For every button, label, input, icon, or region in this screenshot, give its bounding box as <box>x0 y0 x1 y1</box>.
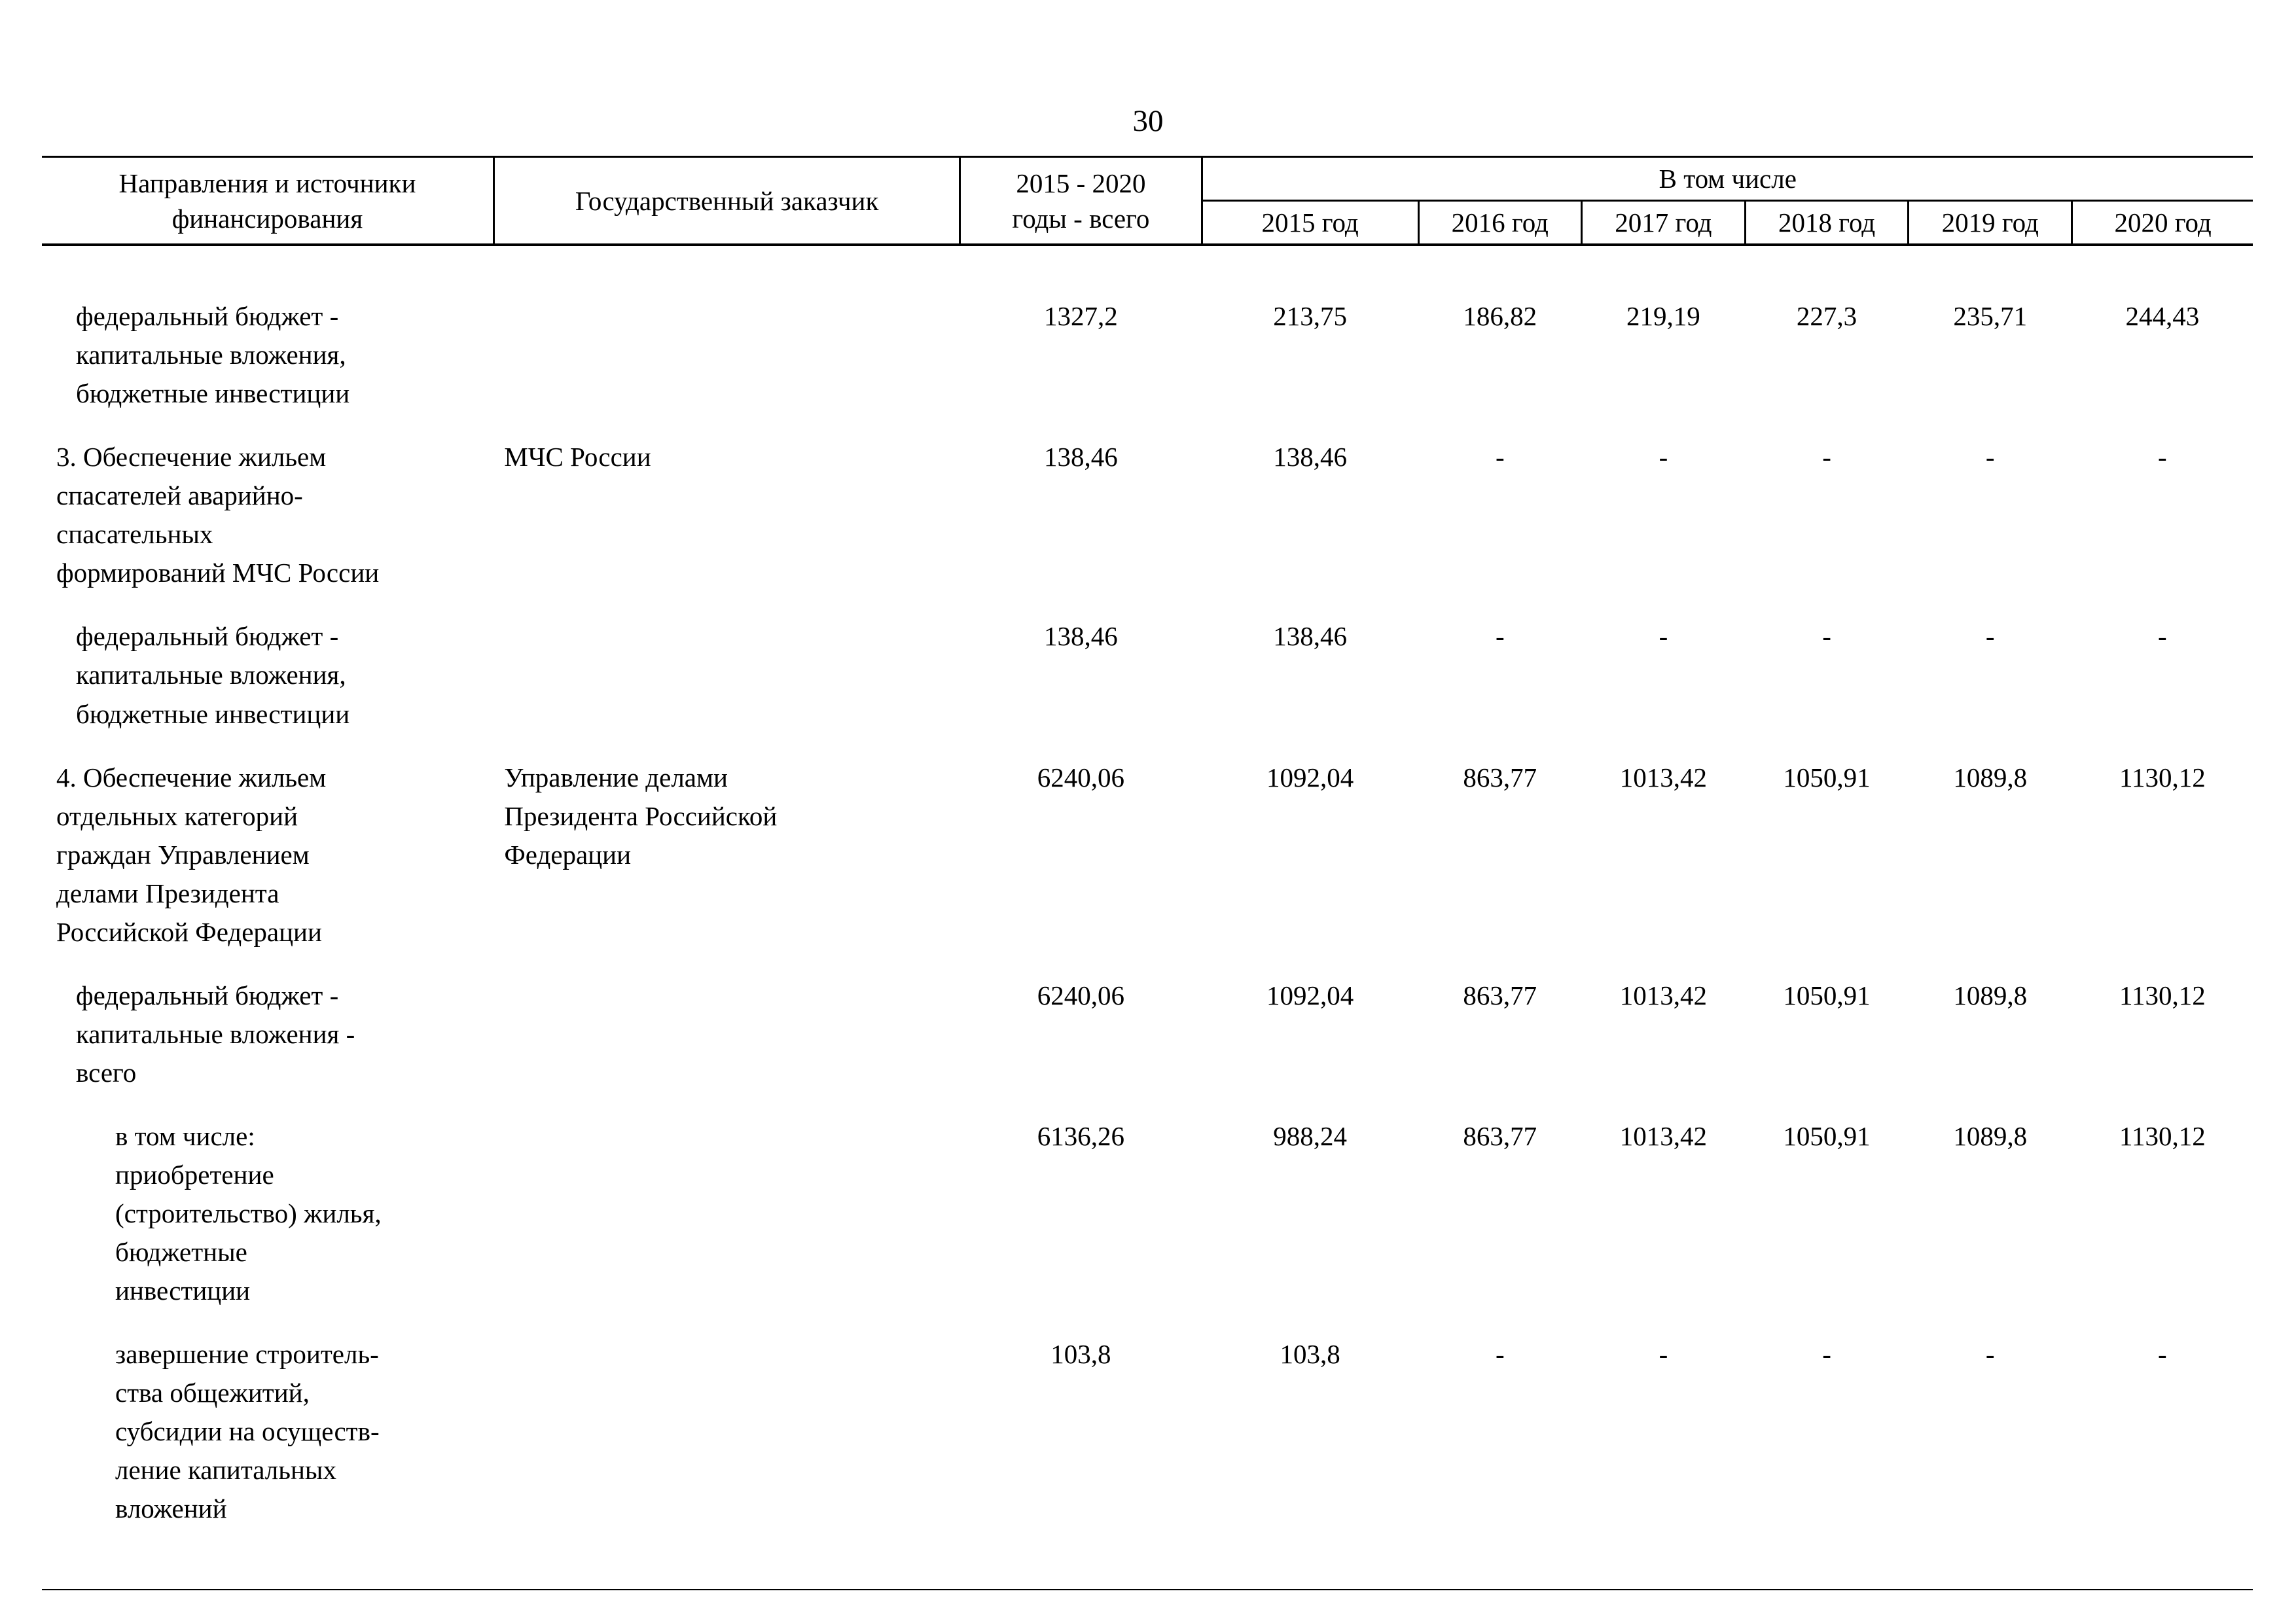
header-year-2018: 2018 год <box>1745 200 1910 247</box>
year-value-cell: 138,46 <box>1273 621 1347 652</box>
table-row: 3. Обеспечение жильем спасателей аварийн… <box>42 438 2253 617</box>
year-value-cell: - <box>1822 1338 1831 1369</box>
total-cell: 1327,2 <box>1044 301 1118 332</box>
header-year-2019: 2019 год <box>1908 200 2073 247</box>
header-row-years: 2015 год 2016 год 2017 год 2018 год 2019 год… <box>42 200 2253 247</box>
year-value-cell: 1050,91 <box>1783 762 1871 793</box>
year-value-cell: 1089,8 <box>1953 980 2028 1010</box>
page-bottom-rule <box>42 1589 2253 1590</box>
table-row: федеральный бюджет - капитальные вложени… <box>42 617 2253 758</box>
year-value-cell: 1050,91 <box>1783 980 1871 1010</box>
year-value-cell: - <box>1495 442 1505 473</box>
financing-table: Направления и источники финансирования Г… <box>42 155 2253 1553</box>
year-value-cell: - <box>1985 442 1995 473</box>
year-value-cell: - <box>2158 442 2167 473</box>
year-value-cell: 1130,12 <box>2119 762 2206 793</box>
header-year-2016: 2016 год <box>1418 200 1583 247</box>
year-value-cell: 1089,8 <box>1953 1120 2028 1151</box>
year-value-cell: - <box>1822 621 1831 652</box>
year-value-cell: 863,77 <box>1463 762 1537 793</box>
header-directions: Направления и источники финансирования <box>42 156 495 247</box>
direction-cell: федеральный бюджет - капитальные вложени… <box>76 621 350 729</box>
year-value-cell: 1050,91 <box>1783 1120 1871 1151</box>
direction-cell: федеральный бюджет - капитальные вложени… <box>76 980 355 1088</box>
year-value-cell: 219,19 <box>1626 301 1700 332</box>
year-value-cell: 138,46 <box>1273 442 1347 473</box>
table-row: федеральный бюджет - капитальные вложени… <box>42 245 2253 438</box>
year-value-cell: - <box>2158 621 2167 652</box>
header-total: 2015 - 2020 годы - всего <box>960 156 1203 247</box>
customer-cell <box>493 1117 960 1335</box>
header-year-2015: 2015 год <box>1202 200 1420 247</box>
table-row: завершение строитель- ства общежитий, су… <box>42 1335 2253 1553</box>
total-cell: 138,46 <box>1044 442 1118 473</box>
year-value-cell: 235,71 <box>1953 301 2028 332</box>
direction-cell: в том числе: приобретение (строительство… <box>115 1120 382 1306</box>
year-value-cell: 863,77 <box>1463 1120 1537 1151</box>
table-row: федеральный бюджет - капитальные вложени… <box>42 976 2253 1117</box>
customer-cell <box>493 976 960 1117</box>
total-cell: 6240,06 <box>1037 980 1125 1010</box>
total-cell: 103,8 <box>1050 1338 1111 1369</box>
year-value-cell: - <box>1495 1338 1505 1369</box>
year-value-cell: - <box>1659 442 1668 473</box>
total-cell: 6240,06 <box>1037 762 1125 793</box>
year-value-cell: 863,77 <box>1463 980 1537 1010</box>
header-year-2020: 2020 год <box>2072 200 2253 247</box>
year-value-cell: - <box>2158 1338 2167 1369</box>
direction-cell: 4. Обеспечение жильем отдельных категори… <box>56 762 327 947</box>
customer-cell <box>493 617 960 758</box>
year-value-cell: 988,24 <box>1273 1120 1347 1151</box>
year-value-cell: - <box>1822 442 1831 473</box>
page-number: 30 <box>1132 104 1164 138</box>
year-value-cell: 244,43 <box>2125 301 2200 332</box>
customer-cell: МЧС России <box>504 442 651 473</box>
year-value-cell: - <box>1659 621 1668 652</box>
table-row: в том числе: приобретение (строительство… <box>42 1117 2253 1335</box>
year-value-cell: 1013,42 <box>1619 762 1708 793</box>
year-value-cell: 213,75 <box>1273 301 1347 332</box>
year-value-cell: 1092,04 <box>1266 762 1354 793</box>
total-cell: 6136,26 <box>1037 1120 1125 1151</box>
customer-cell <box>493 245 960 438</box>
table-row: 4. Обеспечение жильем отдельных категори… <box>42 758 2253 976</box>
table-body: федеральный бюджет - капитальные вложени… <box>42 245 2253 1553</box>
year-value-cell: 1092,04 <box>1266 980 1354 1010</box>
customer-cell: Управление делами Президента Российской … <box>504 762 778 870</box>
year-value-cell: - <box>1985 1338 1995 1369</box>
direction-cell: 3. Обеспечение жильем спасателей аварийн… <box>56 442 380 588</box>
year-value-cell: 1013,42 <box>1619 1120 1708 1151</box>
year-value-cell: 1013,42 <box>1619 980 1708 1010</box>
year-value-cell: 186,82 <box>1463 301 1537 332</box>
table-header: Направления и источники финансирования Г… <box>42 155 2253 247</box>
total-cell: 138,46 <box>1044 621 1118 652</box>
header-including: В том числе <box>1202 155 2253 202</box>
year-value-cell: - <box>1985 621 1995 652</box>
header-year-2017: 2017 год <box>1581 200 1746 247</box>
year-value-cell: - <box>1659 1338 1668 1369</box>
customer-cell <box>493 1335 960 1553</box>
year-value-cell: 1130,12 <box>2119 980 2206 1010</box>
header-customer: Государственный заказчик <box>493 156 961 247</box>
direction-cell: завершение строитель- ства общежитий, су… <box>115 1338 380 1524</box>
year-value-cell: 103,8 <box>1280 1338 1340 1369</box>
year-value-cell: 227,3 <box>1796 301 1857 332</box>
year-value-cell: 1089,8 <box>1953 762 2028 793</box>
direction-cell: федеральный бюджет - капитальные вложени… <box>76 301 350 409</box>
header-row-top: Направления и источники финансирования Г… <box>42 155 2253 247</box>
year-value-cell: 1130,12 <box>2119 1120 2206 1151</box>
year-value-cell: - <box>1495 621 1505 652</box>
